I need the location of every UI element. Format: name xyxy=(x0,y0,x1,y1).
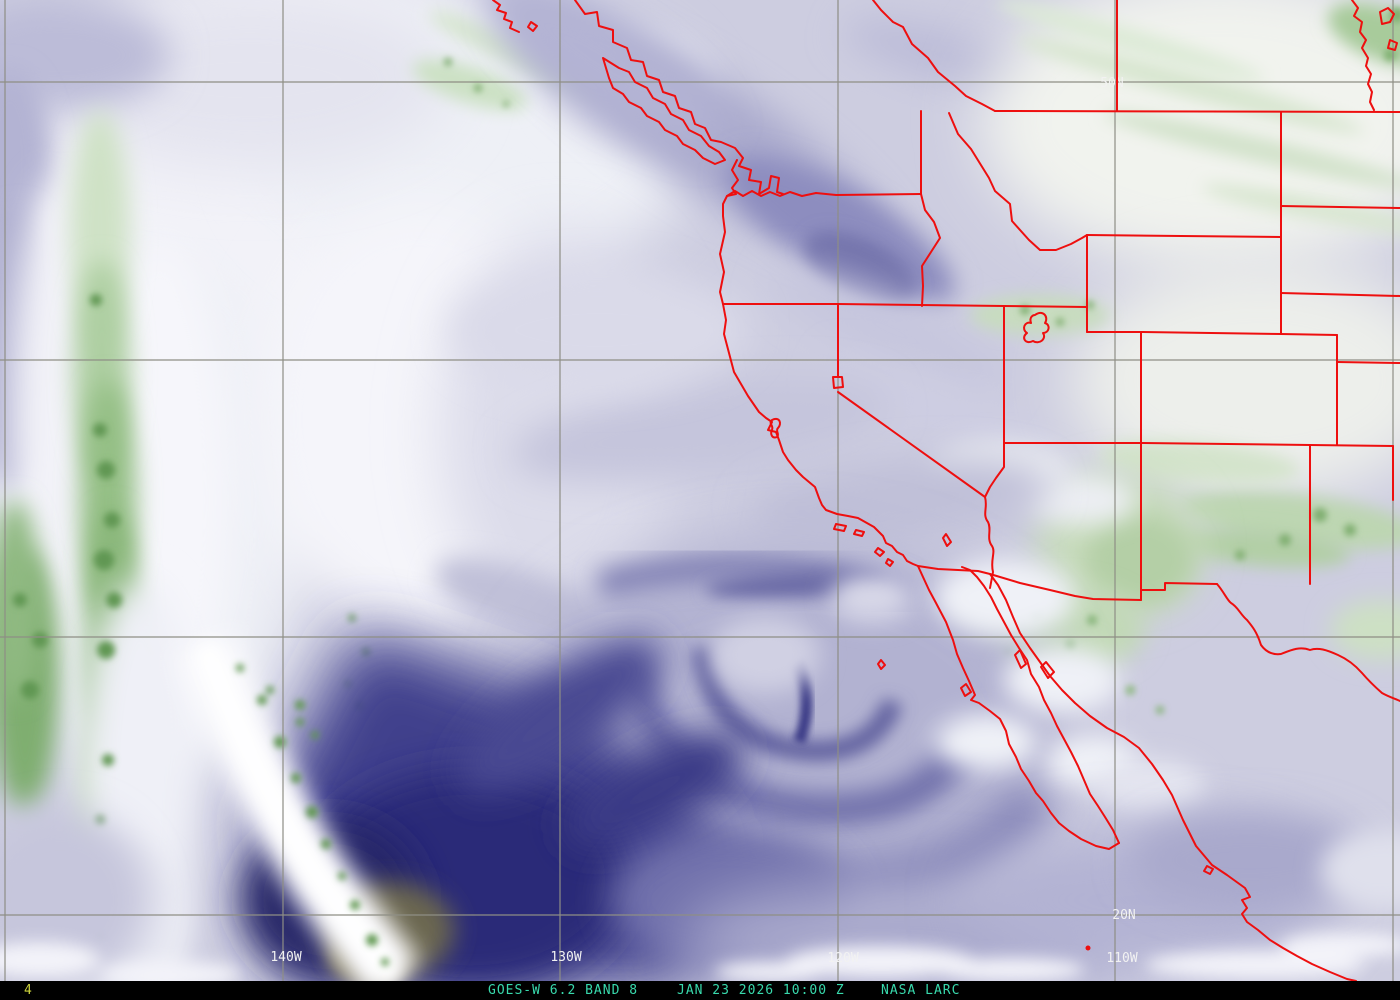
colorado-river-border xyxy=(984,496,995,589)
saskatchewan-manitoba-border xyxy=(1351,0,1375,111)
lake-tahoe-border xyxy=(832,376,844,389)
gulf-islands-border xyxy=(960,649,1055,697)
satellite-band-label: GOES-W 6.2 BAND 8 xyxy=(488,983,639,998)
southdakota-nebraska-border xyxy=(1280,292,1400,297)
nebraska-kansas-border xyxy=(1336,361,1400,364)
vancouver-island-border xyxy=(602,57,726,165)
longitude-label-130w: 130W xyxy=(550,950,581,965)
source-label: NASA LARC xyxy=(881,983,961,998)
42n-state-border xyxy=(722,303,1088,308)
map-borders-layer xyxy=(492,0,1400,981)
baja-california-east-coast-border xyxy=(961,566,1120,844)
idaho-montana-border xyxy=(948,112,1088,251)
pacific-coastline-border xyxy=(719,159,919,567)
california-nevada-border xyxy=(837,303,986,498)
latitude-label-20n: 20N xyxy=(1112,908,1135,923)
island-dot xyxy=(1085,945,1091,951)
northdakota-southdakota-border xyxy=(1280,205,1400,209)
longitude-label-140w: 140W xyxy=(270,950,301,965)
great-salt-lake-border xyxy=(1023,311,1050,344)
status-bar: 4 GOES-W 6.2 BAND 8 JAN 23 2026 10:00 Z … xyxy=(0,981,1400,1000)
latitude-label-50n: 50N xyxy=(1100,76,1123,91)
guadalupe-island-border xyxy=(877,659,886,670)
oregon-idaho-border xyxy=(920,193,941,307)
37n-state-border xyxy=(1003,442,1394,447)
montana-wyoming-border xyxy=(1086,234,1282,238)
frame-indicator: 4 xyxy=(24,983,33,998)
mexico-mainland-coast-border xyxy=(989,573,1357,981)
nevada-arizona-border xyxy=(984,442,1005,498)
us-mexico-border xyxy=(917,565,1218,601)
bc-islet-border xyxy=(527,21,538,32)
manitoba-lakes-border xyxy=(1379,7,1398,51)
salton-sea-border xyxy=(942,533,952,547)
longitude-label-110w: 110W xyxy=(1106,951,1137,966)
rio-grande-border xyxy=(1216,583,1400,702)
us-canada-border xyxy=(994,110,1400,113)
baja-california-west-coast-border xyxy=(917,565,1120,850)
41n-state-border xyxy=(1086,331,1338,336)
longitude-label-120w: 120W xyxy=(827,951,858,966)
bc-alberta-border xyxy=(872,0,996,112)
washington-oregon-border xyxy=(726,190,922,197)
sinaloa-island-border xyxy=(1203,865,1214,875)
timestamp-label: JAN 23 2026 10:00 Z xyxy=(677,983,845,998)
bc-islands-border xyxy=(492,0,520,33)
san-francisco-bay-border xyxy=(769,418,781,439)
channel-islands-border xyxy=(833,523,894,567)
